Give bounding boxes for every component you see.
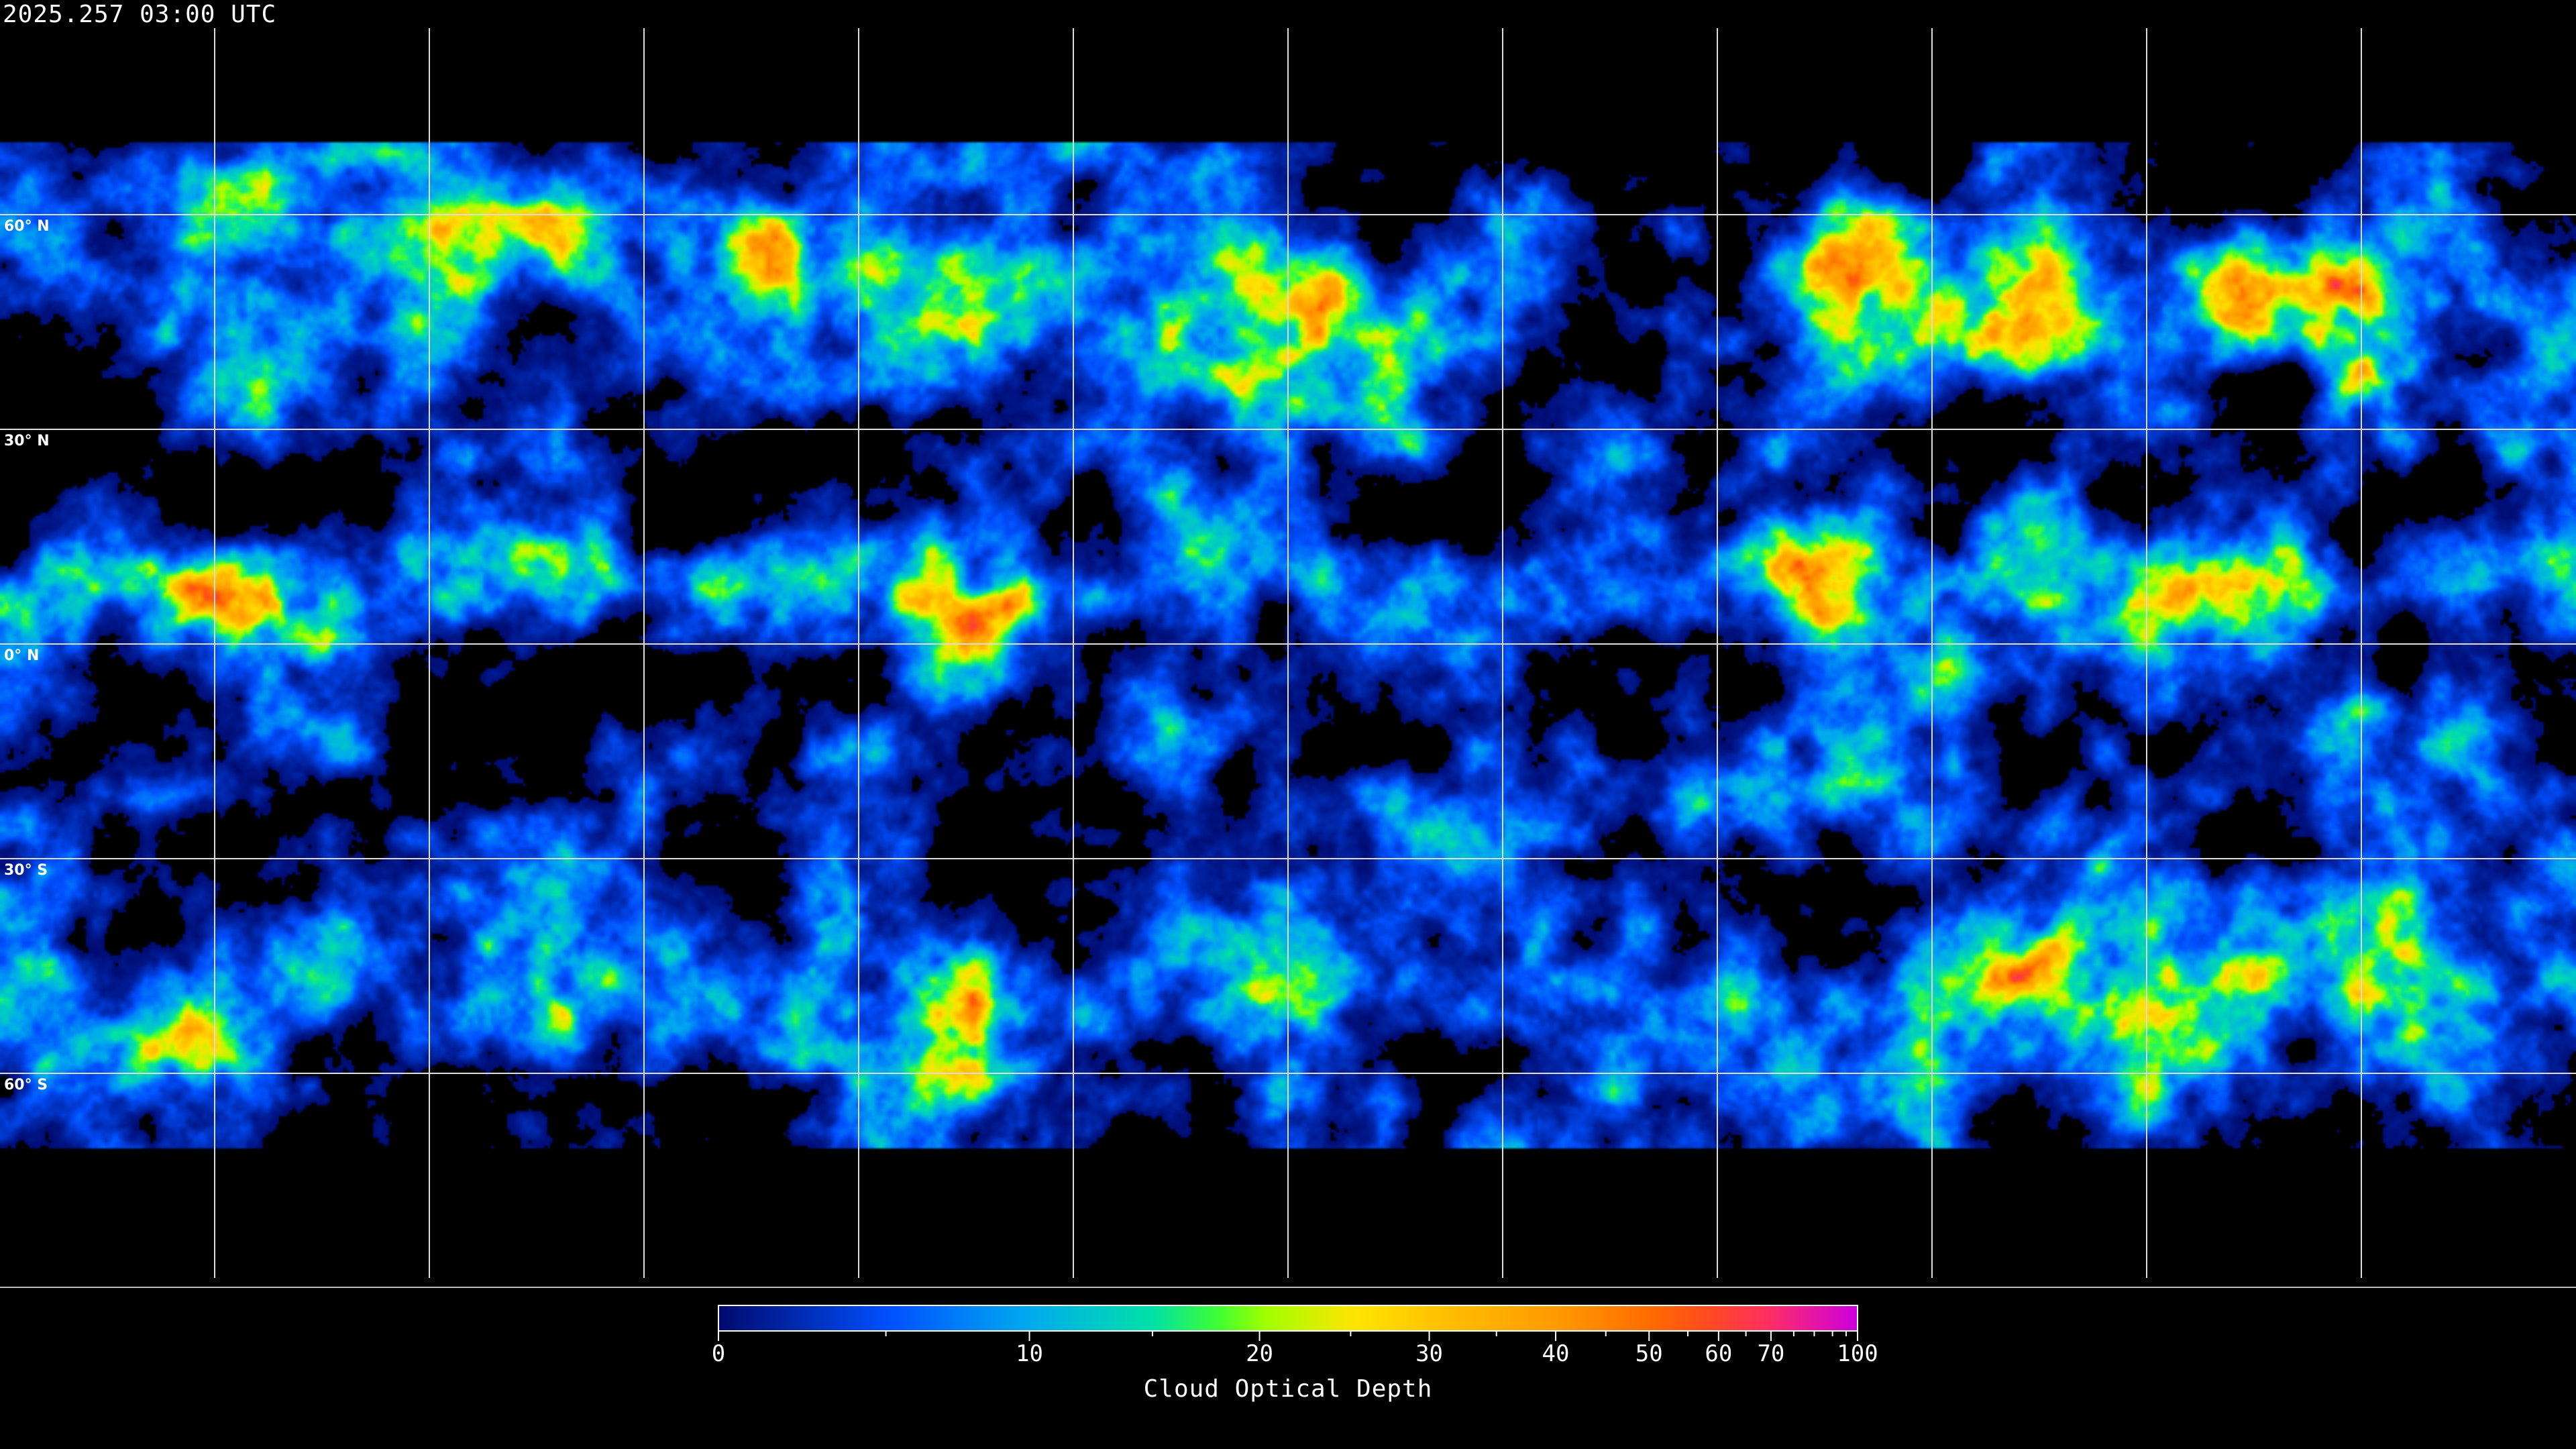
- colorbar-tick-label: 20: [1246, 1340, 1274, 1367]
- colorbar-tick-label: 10: [1016, 1340, 1044, 1367]
- colorbar-ticks: [718, 1332, 1858, 1341]
- lat-label: 60° S: [4, 1077, 48, 1093]
- map-border: [0, 1287, 2576, 1288]
- timestamp-title: 2025.257 03:00 UTC: [3, 1, 277, 28]
- colorbar-tick-label: 0: [711, 1340, 726, 1367]
- lat-label: 60° N: [4, 218, 50, 235]
- lat-label: 0° N: [4, 647, 40, 664]
- lat-lon-gridlines: [0, 28, 2576, 1278]
- colorbar-tick-label: 60: [1705, 1340, 1733, 1367]
- colorbar-tick-label: 70: [1757, 1340, 1785, 1367]
- colorbar-label: Cloud Optical Depth: [1143, 1375, 1433, 1403]
- colorbar: [718, 1305, 1858, 1332]
- colorbar-tick-label: 30: [1415, 1340, 1444, 1367]
- lat-label: 30° N: [4, 433, 50, 449]
- colorbar-tick-label: 50: [1635, 1340, 1663, 1367]
- colorbar-tick-label: 100: [1837, 1340, 1878, 1367]
- colorbar-tick-label: 40: [1542, 1340, 1570, 1367]
- lat-label: 30° S: [4, 862, 48, 879]
- cloud-optical-depth-map: [0, 0, 2576, 1288]
